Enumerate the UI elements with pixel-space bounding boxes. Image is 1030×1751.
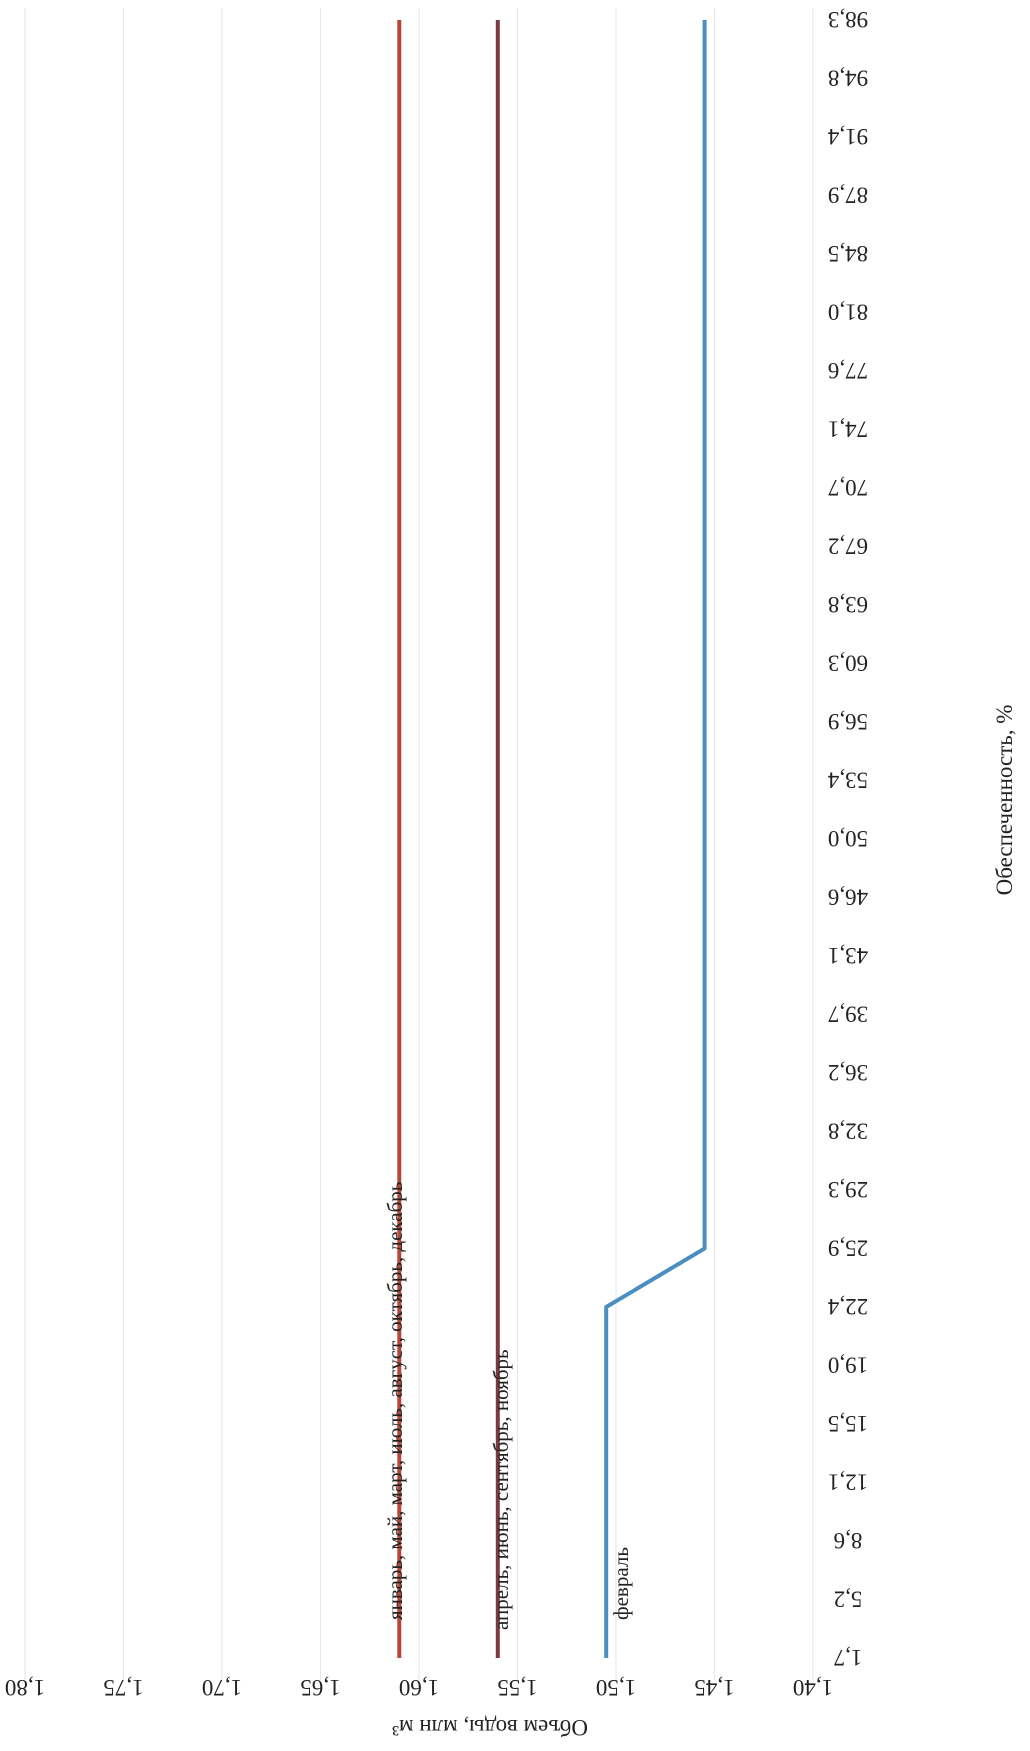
x-tick-label: 25,9 xyxy=(828,1236,868,1261)
x-tick-label: 87,9 xyxy=(828,183,868,208)
x-tick-label: 1,7 xyxy=(834,1645,863,1670)
x-tick-label: 67,2 xyxy=(828,534,868,559)
x-axis-title: Обеспеченность, % xyxy=(992,705,1017,896)
series-label-2: апрель, июнь, сентябрь, ноябрь xyxy=(489,1349,513,1630)
series-label-3: февраль xyxy=(609,1547,633,1620)
y-axis-title: Объем воды, млн м³ xyxy=(392,1715,588,1740)
x-tick-label: 43,1 xyxy=(828,943,868,968)
x-tick-label: 32,8 xyxy=(828,1119,868,1144)
x-tick-label: 74,1 xyxy=(828,417,868,442)
y-tick-label: 1,70 xyxy=(202,1675,242,1700)
x-tick-label: 94,8 xyxy=(828,66,868,91)
series-label-1: январь, май, март, июль, август, октябрь… xyxy=(383,1182,407,1620)
y-tick-labels: 1,40 1,45 1,50 1,55 1,60 1,65 1,70 1,75 1,80 xyxy=(5,1675,833,1700)
x-tick-label: 12,1 xyxy=(828,1470,868,1495)
grid-layer xyxy=(24,8,814,1680)
x-tick-label: 5,2 xyxy=(834,1587,863,1612)
x-tick-label: 70,7 xyxy=(828,475,868,500)
y-tick-label: 1,60 xyxy=(399,1675,439,1700)
x-tick-label: 56,9 xyxy=(828,709,868,734)
series-layer xyxy=(397,20,707,1658)
y-tick-label: 1,55 xyxy=(497,1675,537,1700)
x-tick-label: 81,0 xyxy=(828,300,868,325)
x-tick-label: 63,8 xyxy=(828,592,868,617)
y-tick-label: 1,75 xyxy=(103,1675,143,1700)
y-tick-label: 1,80 xyxy=(5,1675,45,1700)
x-tick-label: 15,5 xyxy=(828,1411,868,1436)
x-tick-label: 22,4 xyxy=(827,1294,868,1319)
x-tick-label: 98,3 xyxy=(828,7,868,32)
series-labels: январь, май, март, июль, август, октябрь… xyxy=(383,1182,633,1630)
y-tick-label: 1,45 xyxy=(694,1675,734,1700)
x-tick-label: 84,5 xyxy=(828,241,868,266)
x-tick-label: 60,3 xyxy=(828,651,868,676)
x-tick-label: 46,6 xyxy=(828,885,868,910)
x-tick-label: 39,7 xyxy=(828,1002,868,1027)
x-tick-label: 53,4 xyxy=(827,768,868,793)
x-tick-label: 8,6 xyxy=(834,1528,863,1553)
x-tick-label: 19,0 xyxy=(828,1353,868,1378)
y-tick-label: 1,65 xyxy=(300,1675,340,1700)
x-tick-labels: 1,7 5,2 8,6 12,1 15,5 19,0 22,4 25,9 29,3 32,8 36,… xyxy=(827,7,868,1670)
x-tick-label: 91,4 xyxy=(827,124,868,149)
y-tick-label: 1,50 xyxy=(596,1675,636,1700)
x-tick-label: 29,3 xyxy=(828,1177,868,1202)
x-tick-label: 36,2 xyxy=(828,1060,868,1085)
series-line-3 xyxy=(604,20,707,1658)
x-tick-label: 50,0 xyxy=(828,826,868,851)
y-tick-label: 1,40 xyxy=(793,1675,833,1700)
x-tick-label: 77,6 xyxy=(828,358,868,383)
